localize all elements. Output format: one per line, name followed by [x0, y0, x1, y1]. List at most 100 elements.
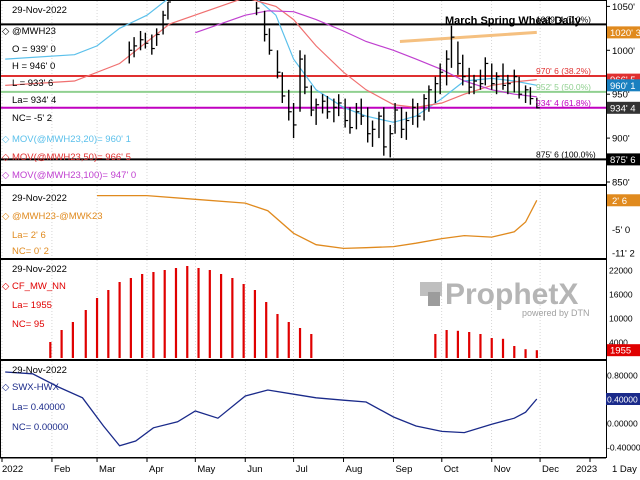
- x-axis-label: 2022: [2, 464, 23, 475]
- price-info: 29-Nov-2022 ◇ @MWH23 O = 939' 0 H = 946'…: [2, 5, 136, 181]
- spread-symbol: @MWH23-@MWK23: [12, 211, 103, 222]
- readout-open: O = 939' 0: [12, 44, 56, 55]
- price-bars: [128, 1, 540, 158]
- price-y-label: 1050': [612, 2, 635, 13]
- spread-tag-label: 2' 6: [612, 196, 627, 207]
- ratio-y-label: 0.80000: [607, 371, 638, 381]
- cot-y-label: 16000: [609, 290, 633, 300]
- level-label: 875' 6 (100.0%): [536, 149, 596, 159]
- cot-bar: [186, 266, 189, 358]
- spread-change: NC= 0' 2: [12, 246, 49, 257]
- level-label: 934' 4 (61.8%): [536, 98, 591, 108]
- cot-bar: [174, 268, 178, 358]
- cot-bar: [141, 274, 144, 358]
- cot-bar: [163, 270, 166, 358]
- ma20-marker: ◇: [2, 134, 10, 145]
- ratio-marker: ◇: [2, 382, 10, 393]
- price-y-label: 850': [612, 178, 630, 189]
- x-axis-label: Apr: [149, 464, 164, 475]
- cot-change: NC= 95: [12, 319, 44, 330]
- ratio-y-label: 0.00000: [607, 419, 638, 429]
- cot-bar: [231, 278, 234, 358]
- ma100-line: [195, 10, 537, 98]
- x-axis-label: Sep: [395, 464, 412, 475]
- spread-info: 29-Nov-2022 ◇ @MWH23-@MWK23 La= 2' 6 NC=…: [2, 193, 103, 257]
- trendline: [399, 30, 537, 43]
- x-axis-label: Dec: [542, 464, 559, 475]
- chart-title: March Spring Wheat Daily: [445, 15, 582, 27]
- spread-date: 29-Nov-2022: [12, 193, 67, 204]
- watermark-tagline: powered by DTN: [522, 308, 590, 318]
- cot-bar: [535, 350, 538, 358]
- cot-bar: [197, 268, 200, 358]
- cot-bar: [276, 314, 279, 358]
- cot-bar: [71, 322, 74, 358]
- ma100-label: MOV(@MWH23,100)= 947' 0: [12, 170, 136, 181]
- cot-tag-label: 1955: [610, 346, 631, 357]
- cot-last: La= 1955: [12, 300, 52, 311]
- x-axis-label: May: [197, 464, 215, 475]
- readout-change: NC= -5' 2: [12, 113, 52, 124]
- price-tag-label: 934' 4: [610, 103, 636, 114]
- x-axis-label: 2023: [576, 464, 597, 475]
- x-axis-label: Mar: [99, 464, 115, 475]
- price-symbol: @MWH23: [12, 26, 56, 37]
- cot-bar: [479, 334, 482, 358]
- ratio-date: 29-Nov-2022: [12, 365, 67, 376]
- cot-bar: [310, 334, 313, 358]
- cot-bar: [152, 272, 155, 358]
- price-tag-box: [607, 101, 640, 114]
- price-tag-box: [607, 26, 640, 39]
- spread-line: [97, 194, 538, 250]
- cot-tag-box: [607, 344, 640, 357]
- cot-bar: [434, 334, 437, 358]
- cot-bar: [501, 338, 505, 358]
- x-axis-label: 1 Day: [612, 464, 637, 475]
- spread-y-label: -11' 2: [612, 249, 635, 260]
- ratio-change: NC= 0.00000: [12, 422, 68, 433]
- ma50-label: MOV(@MWH23,50)= 966' 5: [12, 152, 131, 163]
- cot-bar: [84, 310, 87, 358]
- price-date: 29-Nov-2022: [12, 5, 67, 16]
- price-y-label: 900': [612, 134, 630, 145]
- x-axis-label: Oct: [444, 464, 459, 475]
- cot-symbol: CF_MW_NN: [12, 281, 66, 292]
- ma100-marker: ◇: [2, 170, 10, 181]
- watermark-brand: ProphetX: [445, 278, 578, 311]
- ratio-line: [5, 371, 538, 447]
- cot-y-label: 22000: [609, 266, 633, 276]
- price-tag-label: 1020' 3: [610, 28, 640, 39]
- cot-bar: [107, 290, 110, 358]
- panel-frames: [0, 0, 607, 458]
- ma20-label: MOV(@MWH23,20)= 960' 1: [12, 134, 131, 145]
- cot-bar: [468, 332, 471, 358]
- spread-tag-box: [607, 194, 640, 207]
- cot-bar: [490, 338, 493, 358]
- cot-bars: [49, 266, 538, 358]
- cot-info: 29-Nov-2022 ◇ CF_MW_NN La= 1955 NC= 95: [2, 264, 67, 330]
- cot-bar: [456, 330, 460, 358]
- readout-high: H = 946' 0: [12, 61, 55, 72]
- cot-date: 29-Nov-2022: [12, 264, 67, 275]
- cot-bar: [219, 274, 223, 358]
- fib-level-lines: [1, 23, 606, 161]
- cot-bar: [445, 330, 448, 358]
- x-axis: 2022 Feb Mar Apr May Jun Jul Aug Sep Oct Nov Dec 202…: [0, 457, 637, 475]
- cot-bar: [265, 302, 268, 358]
- cot-bar: [253, 290, 257, 358]
- readout-last: La= 934' 4: [12, 95, 56, 106]
- x-axis-label: Nov: [494, 464, 511, 475]
- ratio-tag-label: 0.40000: [607, 395, 638, 405]
- spread-marker: ◇: [2, 211, 10, 222]
- cot-bar: [118, 282, 121, 358]
- cot-bar: [95, 298, 99, 358]
- ratio-symbol: SWX-HWX: [12, 382, 60, 393]
- level-labels: 1029' 4 (0.0%) 970' 6 (38.2%) 952' 5 (50.0…: [536, 14, 596, 159]
- x-axis-label: Jul: [296, 464, 308, 475]
- ratio-y-label: -0.40000: [607, 443, 640, 453]
- ratio-info: 29-Nov-2022 ◇ SWX-HWX La= 0.40000 NC= 0.…: [2, 365, 68, 433]
- readout-low: L = 933' 6: [12, 78, 53, 89]
- ratio-last: La= 0.40000: [12, 402, 65, 413]
